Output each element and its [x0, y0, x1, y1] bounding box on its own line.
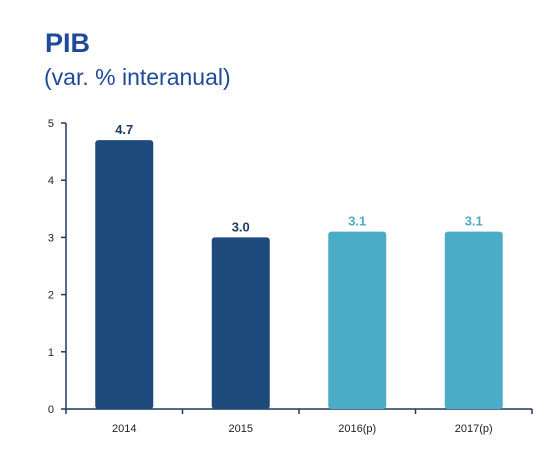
y-tick-label: 1: [48, 347, 54, 359]
bar: [444, 231, 503, 409]
x-tick-label: 2014: [112, 423, 136, 435]
chart-title: PIB: [45, 28, 91, 58]
bar: [211, 237, 270, 409]
bar: [328, 231, 387, 409]
data-label: 3.1: [465, 214, 483, 229]
data-labels: 4.7 3.0 3.1 3.1: [115, 122, 483, 234]
y-axis: 0 1 2 3 4 5: [48, 118, 67, 416]
data-label: 3.1: [348, 214, 366, 229]
data-label: 4.7: [115, 122, 133, 137]
y-tick-label: 2: [48, 290, 54, 302]
y-tick-label: 3: [48, 232, 54, 244]
bar: [95, 140, 154, 409]
chart-subtitle: (var. % interanual): [44, 64, 231, 90]
y-tick-label: 5: [48, 118, 54, 130]
bars: [95, 140, 503, 409]
x-tick-label: 2015: [229, 423, 253, 435]
y-tick-label: 0: [48, 404, 54, 416]
y-tick-label: 4: [48, 175, 54, 187]
x-tick-label: 2016(p): [338, 423, 376, 435]
x-tick-label: 2017(p): [455, 423, 493, 435]
data-label: 3.0: [232, 219, 250, 234]
x-axis: 2014 2015 2016(p) 2017(p): [65, 408, 533, 435]
